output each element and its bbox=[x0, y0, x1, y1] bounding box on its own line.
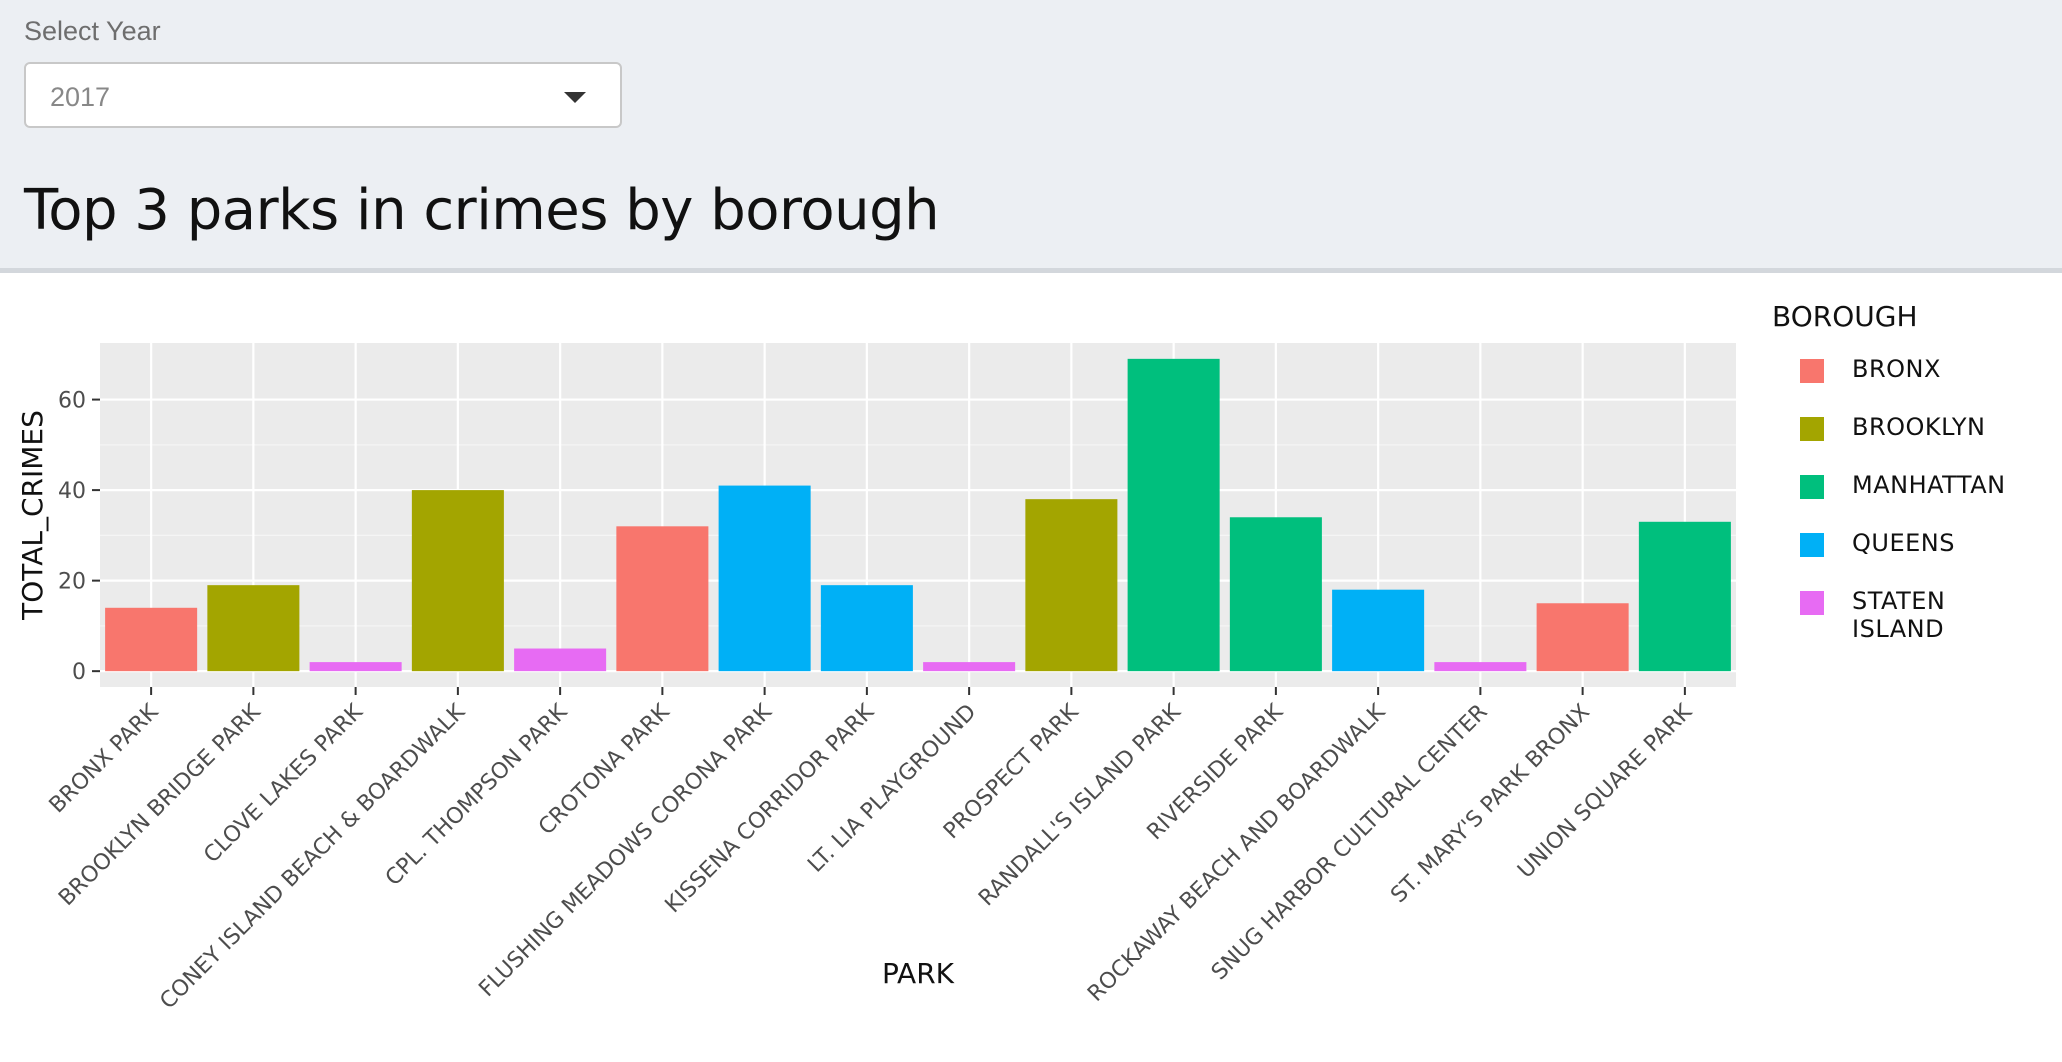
bar bbox=[514, 648, 607, 672]
bar bbox=[207, 585, 300, 672]
y-tick-label: 0 bbox=[72, 660, 86, 685]
bar bbox=[1638, 521, 1731, 672]
x-tick-label: KISSENA CORRIDOR PARK bbox=[661, 699, 880, 918]
x-axis-title: PARK bbox=[882, 957, 955, 990]
year-select[interactable]: 2017 bbox=[24, 62, 622, 128]
legend-swatch bbox=[1800, 359, 1824, 383]
year-select-value: 2017 bbox=[50, 82, 111, 112]
bar bbox=[1127, 358, 1220, 672]
select-year-label: Select Year bbox=[24, 16, 161, 46]
plot-panel bbox=[100, 343, 1736, 687]
bar bbox=[718, 485, 811, 672]
legend-title: BOROUGH bbox=[1772, 300, 1918, 333]
x-tick-label: LT. LIA PLAYGROUND bbox=[803, 700, 981, 878]
y-tick-label: 60 bbox=[58, 389, 86, 414]
bar bbox=[1229, 517, 1322, 672]
y-axis-title: TOTAL_CRIMES bbox=[16, 410, 49, 621]
bar bbox=[411, 490, 504, 672]
legend-swatch bbox=[1800, 417, 1824, 441]
legend-swatch bbox=[1800, 533, 1824, 557]
page-title: Top 3 parks in crimes by borough bbox=[24, 178, 940, 243]
bar bbox=[616, 526, 709, 672]
x-tick-label: BROOKLYN BRIDGE PARK bbox=[54, 699, 266, 911]
legend-swatch bbox=[1800, 475, 1824, 499]
legend-item: MANHATTAN bbox=[1772, 471, 2005, 533]
x-tick-label: CPL. THOMPSON PARK bbox=[381, 699, 573, 891]
bar bbox=[820, 585, 913, 672]
legend-item: BROOKLYN bbox=[1772, 413, 1985, 475]
x-tick-label: UNION SQUARE PARK bbox=[1513, 699, 1697, 883]
bar bbox=[309, 662, 402, 672]
control-panel: Select Year 2017 Top 3 parks in crimes b… bbox=[0, 0, 2062, 273]
bar bbox=[1536, 603, 1629, 672]
legend-item: QUEENS bbox=[1772, 529, 1954, 591]
chevron-down-icon bbox=[564, 92, 586, 103]
legend-label: STATEN ISLAND bbox=[1852, 587, 1946, 643]
bar bbox=[1434, 662, 1527, 672]
legend: BOROUGH BRONX BROOKLYN MANHATTAN QUEENS STAT… bbox=[1772, 300, 2005, 649]
y-tick-label: 40 bbox=[58, 479, 86, 504]
legend-item: BRONX bbox=[1772, 355, 1940, 417]
x-tick-label: RANDALL'S ISLAND PARK bbox=[974, 699, 1186, 911]
bar bbox=[1025, 499, 1118, 672]
legend-label: BRONX bbox=[1852, 355, 1941, 383]
bar bbox=[923, 662, 1016, 672]
legend-label: MANHATTAN bbox=[1852, 471, 2006, 499]
legend-label: QUEENS bbox=[1852, 529, 1955, 557]
x-tick-label: ST. MARY'S PARK BRONX bbox=[1386, 700, 1595, 909]
legend-swatch bbox=[1800, 591, 1824, 615]
bar bbox=[1332, 589, 1425, 672]
legend-item: STATEN ISLAND bbox=[1772, 587, 1945, 649]
legend-label: BROOKLYN bbox=[1852, 413, 1986, 441]
y-tick-label: 20 bbox=[58, 570, 86, 595]
bar bbox=[105, 607, 198, 672]
